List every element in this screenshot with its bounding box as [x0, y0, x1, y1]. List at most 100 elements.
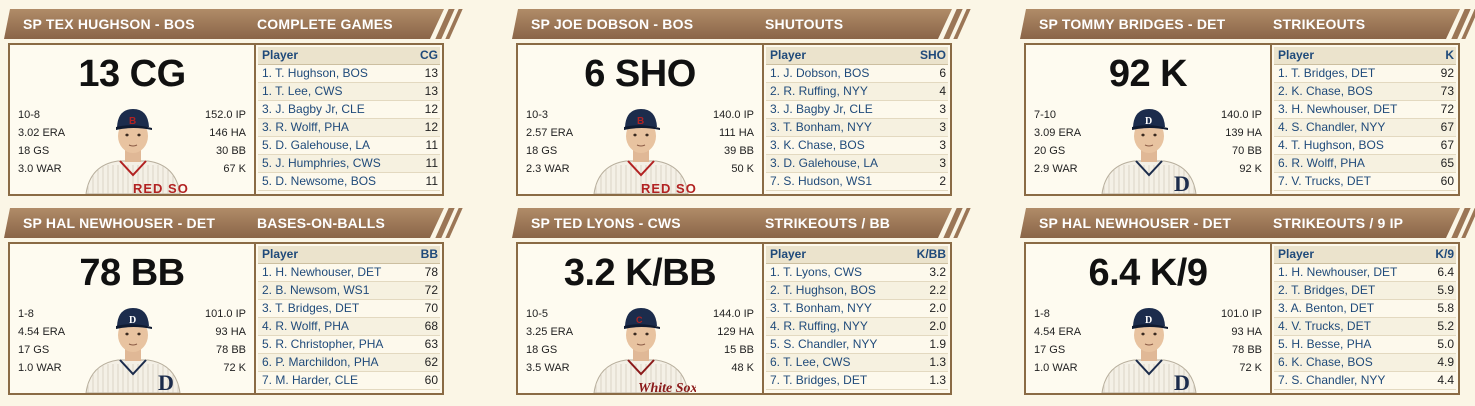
- player-link[interactable]: 3. R. Wolff, PHA: [262, 120, 349, 134]
- table-row[interactable]: 6. R. Wolff, PHA 65: [1274, 155, 1456, 173]
- player-link[interactable]: 2. B. Newsom, WS1: [262, 283, 370, 297]
- table-row[interactable]: 3. K. Chase, BOS 3: [766, 137, 948, 155]
- table-row[interactable]: 7. M. Harder, CLE 60: [258, 372, 440, 390]
- player-link[interactable]: 4. R. Wolff, PHA: [262, 319, 349, 333]
- table-row[interactable]: 2. T. Hughson, BOS 2.2: [766, 282, 948, 300]
- header-player[interactable]: Player: [1278, 247, 1315, 261]
- table-row[interactable]: 2. T. Bridges, DET 5.9: [1274, 282, 1456, 300]
- player-link[interactable]: 3. J. Bagby Jr, CLE: [770, 102, 873, 116]
- table-row[interactable]: 1. T. Hughson, BOS 13: [258, 65, 440, 83]
- table-row[interactable]: 3. A. Benton, DET 5.8: [1274, 300, 1456, 318]
- table-row[interactable]: 1. H. Newhouser, DET 6.4: [1274, 264, 1456, 282]
- player-link[interactable]: 1. H. Newhouser, DET: [1278, 265, 1398, 279]
- player-link[interactable]: 1. T. Bridges, DET: [1278, 66, 1376, 80]
- player-link[interactable]: 3. J. Bagby Jr, CLE: [262, 102, 365, 116]
- table-row[interactable]: 1. T. Bridges, DET 92: [1274, 65, 1456, 83]
- player-link[interactable]: 2. R. Ruffing, NYY: [770, 84, 868, 98]
- table-row[interactable]: 5. R. Christopher, PHA 63: [258, 336, 440, 354]
- table-row[interactable]: 5. H. Besse, PHA 5.0: [1274, 336, 1456, 354]
- table-row[interactable]: 5. D. Newsome, BOS 11: [258, 173, 440, 191]
- player-link[interactable]: 1. T. Lee, CWS: [262, 84, 343, 98]
- player-link[interactable]: 1. T. Lyons, CWS: [770, 265, 863, 279]
- table-row[interactable]: 4. T. Hughson, BOS 67: [1274, 137, 1456, 155]
- player-link[interactable]: 5. J. Humphries, CWS: [262, 156, 381, 170]
- player-title[interactable]: SP TEX HUGHSON - BOS: [23, 16, 195, 32]
- player-link[interactable]: 4. V. Trucks, DET: [1278, 319, 1371, 333]
- table-row[interactable]: 6. T. Lee, CWS 1.3: [766, 354, 948, 372]
- table-row[interactable]: 4. R. Ruffing, NYY 2.0: [766, 318, 948, 336]
- table-row[interactable]: 3. J. Bagby Jr, CLE 3: [766, 101, 948, 119]
- table-row[interactable]: 3. T. Bonham, NYY 3: [766, 119, 948, 137]
- table-row[interactable]: 3. R. Wolff, PHA 12: [258, 119, 440, 137]
- player-link[interactable]: 3. H. Newhouser, DET: [1278, 102, 1398, 116]
- player-link[interactable]: 4. R. Ruffing, NYY: [770, 319, 868, 333]
- header-stat[interactable]: CG: [420, 48, 438, 62]
- player-link[interactable]: 5. S. Chandler, NYY: [770, 337, 878, 351]
- table-row[interactable]: 3. J. Bagby Jr, CLE 12: [258, 101, 440, 119]
- player-portrait[interactable]: D D: [1094, 302, 1204, 395]
- table-row[interactable]: 6. P. Marchildon, PHA 62: [258, 354, 440, 372]
- header-stat[interactable]: BB: [420, 247, 438, 261]
- player-link[interactable]: 6. R. Wolff, PHA: [1278, 156, 1365, 170]
- table-row[interactable]: 3. T. Bonham, NYY 2.0: [766, 300, 948, 318]
- player-link[interactable]: 7. S. Chandler, NYY: [1278, 373, 1386, 387]
- header-stat[interactable]: K/BB: [916, 247, 946, 261]
- table-row[interactable]: 7. S. Chandler, NYY 4.4: [1274, 372, 1456, 390]
- player-link[interactable]: 5. D. Galehouse, LA: [262, 138, 371, 152]
- header-stat[interactable]: SHO: [919, 48, 946, 62]
- table-row[interactable]: 2. B. Newsom, WS1 72: [258, 282, 440, 300]
- player-link[interactable]: 7. S. Hudson, WS1: [770, 174, 873, 188]
- player-link[interactable]: 2. T. Hughson, BOS: [770, 283, 876, 297]
- player-portrait[interactable]: D D: [1094, 103, 1204, 196]
- player-link[interactable]: 6. P. Marchildon, PHA: [262, 355, 379, 369]
- table-row[interactable]: 4. S. Chandler, NYY 67: [1274, 119, 1456, 137]
- header-player[interactable]: Player: [770, 247, 807, 261]
- player-link[interactable]: 3. A. Benton, DET: [1278, 301, 1375, 315]
- player-link[interactable]: 7. M. Harder, CLE: [262, 373, 359, 387]
- table-row[interactable]: 7. T. Bridges, DET 1.3: [766, 372, 948, 390]
- player-link[interactable]: 3. T. Bonham, NYY: [770, 301, 872, 315]
- player-title[interactable]: SP HAL NEWHOUSER - DET: [1039, 215, 1232, 231]
- header-player[interactable]: Player: [262, 247, 299, 261]
- player-link[interactable]: 7. V. Trucks, DET: [1278, 174, 1371, 188]
- player-link[interactable]: 2. K. Chase, BOS: [1278, 84, 1373, 98]
- player-link[interactable]: 3. D. Galehouse, LA: [770, 156, 879, 170]
- player-link[interactable]: 1. T. Hughson, BOS: [262, 66, 368, 80]
- table-row[interactable]: 1. J. Dobson, BOS 6: [766, 65, 948, 83]
- table-row[interactable]: 4. V. Trucks, DET 5.2: [1274, 318, 1456, 336]
- player-title[interactable]: SP TED LYONS - CWS: [531, 215, 681, 231]
- table-row[interactable]: 3. D. Galehouse, LA 3: [766, 155, 948, 173]
- table-row[interactable]: 3. T. Bridges, DET 70: [258, 300, 440, 318]
- player-link[interactable]: 4. S. Chandler, NYY: [1278, 120, 1386, 134]
- player-title[interactable]: SP HAL NEWHOUSER - DET: [23, 215, 216, 231]
- player-link[interactable]: 1. H. Newhouser, DET: [262, 265, 382, 279]
- table-row[interactable]: 1. T. Lyons, CWS 3.2: [766, 264, 948, 282]
- player-link[interactable]: 5. H. Besse, PHA: [1278, 337, 1372, 351]
- player-portrait[interactable]: RED SOX B: [586, 103, 706, 196]
- header-player[interactable]: Player: [1278, 48, 1315, 62]
- header-stat[interactable]: K: [1445, 48, 1454, 62]
- header-stat[interactable]: K/9: [1435, 247, 1454, 261]
- table-row[interactable]: 7. S. Hudson, WS1 2: [766, 173, 948, 191]
- player-portrait[interactable]: D D: [78, 302, 188, 395]
- player-link[interactable]: 5. R. Christopher, PHA: [262, 337, 384, 351]
- player-link[interactable]: 3. T. Bonham, NYY: [770, 120, 872, 134]
- table-row[interactable]: 1. T. Lee, CWS 13: [258, 83, 440, 101]
- header-player[interactable]: Player: [262, 48, 299, 62]
- table-row[interactable]: 4. R. Wolff, PHA 68: [258, 318, 440, 336]
- table-row[interactable]: 1. H. Newhouser, DET 78: [258, 264, 440, 282]
- player-link[interactable]: 5. D. Newsome, BOS: [262, 174, 377, 188]
- table-row[interactable]: 5. S. Chandler, NYY 1.9: [766, 336, 948, 354]
- player-title[interactable]: SP TOMMY BRIDGES - DET: [1039, 16, 1226, 32]
- table-row[interactable]: 2. K. Chase, BOS 73: [1274, 83, 1456, 101]
- header-player[interactable]: Player: [770, 48, 807, 62]
- player-link[interactable]: 3. K. Chase, BOS: [770, 138, 865, 152]
- player-link[interactable]: 6. T. Lee, CWS: [770, 355, 851, 369]
- table-row[interactable]: 6. K. Chase, BOS 4.9: [1274, 354, 1456, 372]
- player-link[interactable]: 3. T. Bridges, DET: [262, 301, 360, 315]
- player-portrait[interactable]: RED SOX B: [78, 103, 198, 196]
- table-row[interactable]: 2. R. Ruffing, NYY 4: [766, 83, 948, 101]
- table-row[interactable]: 5. J. Humphries, CWS 11: [258, 155, 440, 173]
- player-link[interactable]: 1. J. Dobson, BOS: [770, 66, 870, 80]
- table-row[interactable]: 7. V. Trucks, DET 60: [1274, 173, 1456, 191]
